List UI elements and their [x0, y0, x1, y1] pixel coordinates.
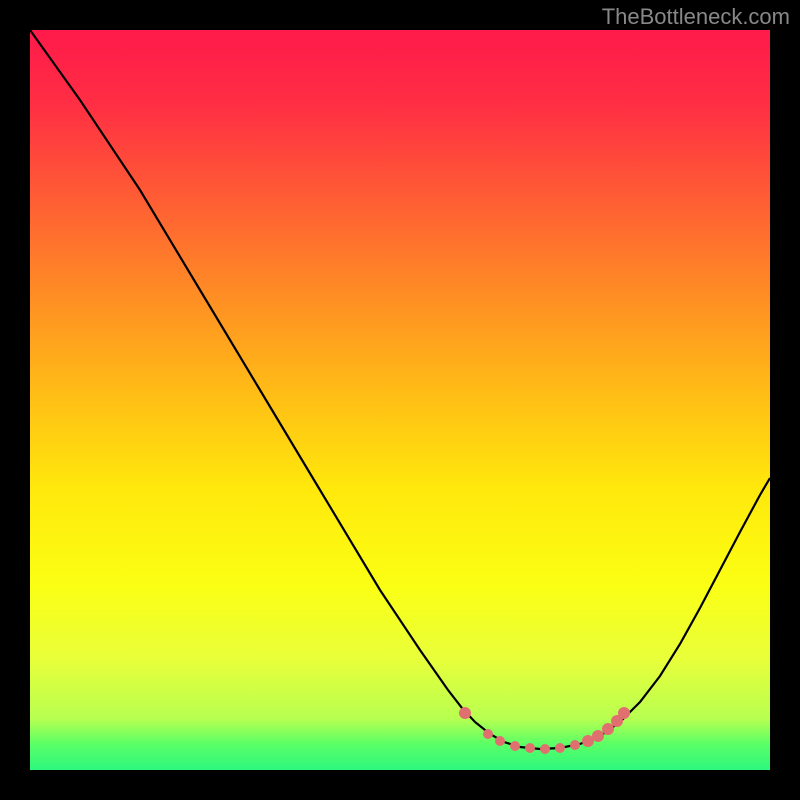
marker-point	[459, 707, 471, 719]
marker-point	[495, 736, 505, 746]
marker-point	[592, 730, 604, 742]
marker-point	[570, 740, 580, 750]
marker-point	[618, 707, 630, 719]
plot-background	[30, 30, 770, 770]
marker-point	[525, 743, 535, 753]
marker-point	[602, 723, 614, 735]
marker-point	[540, 744, 550, 754]
bottleneck-chart	[0, 0, 800, 800]
watermark-text: TheBottleneck.com	[602, 4, 790, 30]
marker-point	[510, 741, 520, 751]
marker-point	[483, 729, 493, 739]
marker-point	[555, 743, 565, 753]
